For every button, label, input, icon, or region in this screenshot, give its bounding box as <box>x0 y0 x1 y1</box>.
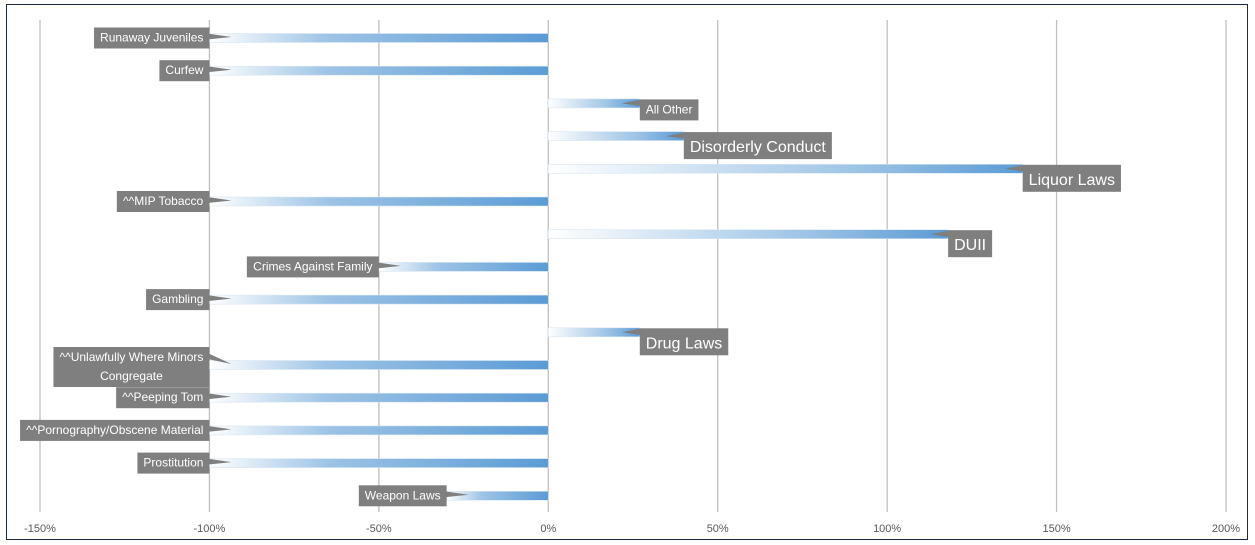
data-label: ^^Unlawfully Where Minors Congregate <box>53 347 232 387</box>
label-pointer <box>207 33 232 40</box>
category-label: Weapon Laws <box>365 488 441 502</box>
category-label: ^^Unlawfully Where Minors <box>59 350 203 364</box>
data-labels: Runaway Juveniles Curfew All Other Disorder… <box>20 27 1121 507</box>
label-box <box>94 27 210 49</box>
category-label: Liquor Laws <box>1029 172 1115 189</box>
x-tick-label: 100% <box>873 523 901 535</box>
label-box <box>146 289 210 311</box>
bar-runaway-juveniles <box>209 33 549 43</box>
label-box <box>159 60 210 82</box>
label-box <box>948 230 993 258</box>
category-label: ^^Pornography/Obscene Material <box>26 423 203 437</box>
bar-mip-tobacco <box>209 196 549 207</box>
category-label: DUII <box>954 237 986 254</box>
label-pointer <box>376 262 401 269</box>
x-tick-label: -50% <box>366 523 392 535</box>
label-box <box>116 387 210 409</box>
category-label: Runaway Juveniles <box>100 31 203 45</box>
label-box <box>683 132 832 160</box>
x-tick-label: 0% <box>540 523 556 535</box>
label-pointer <box>207 425 232 432</box>
category-label: Gambling <box>152 292 203 306</box>
label-pointer <box>621 99 642 107</box>
bar-disorderly-conduct <box>547 131 685 141</box>
data-label: Crimes Against Family <box>246 256 401 278</box>
label-pointer <box>207 66 232 73</box>
data-label: ^^MIP Tobacco <box>116 191 232 212</box>
data-label: All Other <box>621 99 699 121</box>
label-pointer <box>207 295 232 302</box>
x-tick-label: -100% <box>194 523 226 535</box>
label-box <box>116 191 210 212</box>
bar-liquor-laws <box>547 164 1023 174</box>
label-pointer <box>207 197 232 203</box>
label-box <box>639 99 699 121</box>
label-pointer <box>444 491 469 498</box>
label-pointer <box>207 353 232 364</box>
category-label: Congregate <box>100 369 163 383</box>
data-label: DUII <box>930 230 993 258</box>
data-label: Drug Laws <box>621 328 729 356</box>
label-box <box>53 347 210 387</box>
category-label: Disorderly Conduct <box>690 139 827 156</box>
x-axis-ticks: -150% -100% -50% 0% 50% 100% 150% 200% <box>24 523 1240 535</box>
label-pointer <box>621 328 642 336</box>
bar-curfew <box>209 65 549 76</box>
x-tick-label: 200% <box>1212 523 1240 535</box>
data-label: Disorderly Conduct <box>665 132 832 160</box>
x-tick-label: 50% <box>707 523 729 535</box>
data-label: Weapon Laws <box>358 485 469 507</box>
category-label: Prostitution <box>143 456 203 470</box>
label-pointer <box>930 230 951 238</box>
bar-duii <box>547 229 949 239</box>
bar-weapon-laws <box>446 490 549 501</box>
data-label: Liquor Laws <box>1004 164 1121 192</box>
label-box <box>358 485 447 507</box>
label-box <box>1022 164 1121 192</box>
label-pointer <box>665 132 686 140</box>
category-label: Drug Laws <box>646 335 722 352</box>
chart-frame <box>6 4 1248 540</box>
label-pointer <box>207 458 232 465</box>
label-box <box>639 328 729 356</box>
category-label: ^^MIP Tobacco <box>123 194 204 208</box>
bar-gambling <box>209 294 549 305</box>
bar-peeping-tom <box>209 392 549 403</box>
label-box <box>137 452 210 474</box>
label-box <box>246 256 379 278</box>
data-label: Curfew <box>159 60 232 82</box>
data-label: Runaway Juveniles <box>94 27 232 49</box>
bar-crimes-against-family <box>378 262 549 272</box>
label-pointer <box>1004 164 1025 172</box>
category-label: Crimes Against Family <box>253 259 372 273</box>
bars <box>209 33 1023 501</box>
bar-prostitution <box>209 458 549 468</box>
data-label: Gambling <box>146 289 232 311</box>
data-label: ^^Pornography/Obscene Material <box>20 419 232 441</box>
category-label: Curfew <box>165 63 203 77</box>
label-pointer <box>207 393 232 400</box>
data-label: Prostitution <box>137 452 232 474</box>
bar-pornography-obscene-material <box>209 425 549 436</box>
x-tick-label: -150% <box>24 523 56 535</box>
category-label: ^^Peeping Tom <box>122 390 203 404</box>
x-tick-label: 150% <box>1043 523 1071 535</box>
data-label: ^^Peeping Tom <box>116 387 232 409</box>
label-box <box>20 419 210 441</box>
category-label: All Other <box>646 102 693 116</box>
bar-unlawfully-where-minors-congregate <box>209 360 549 370</box>
gridlines <box>39 20 1227 512</box>
